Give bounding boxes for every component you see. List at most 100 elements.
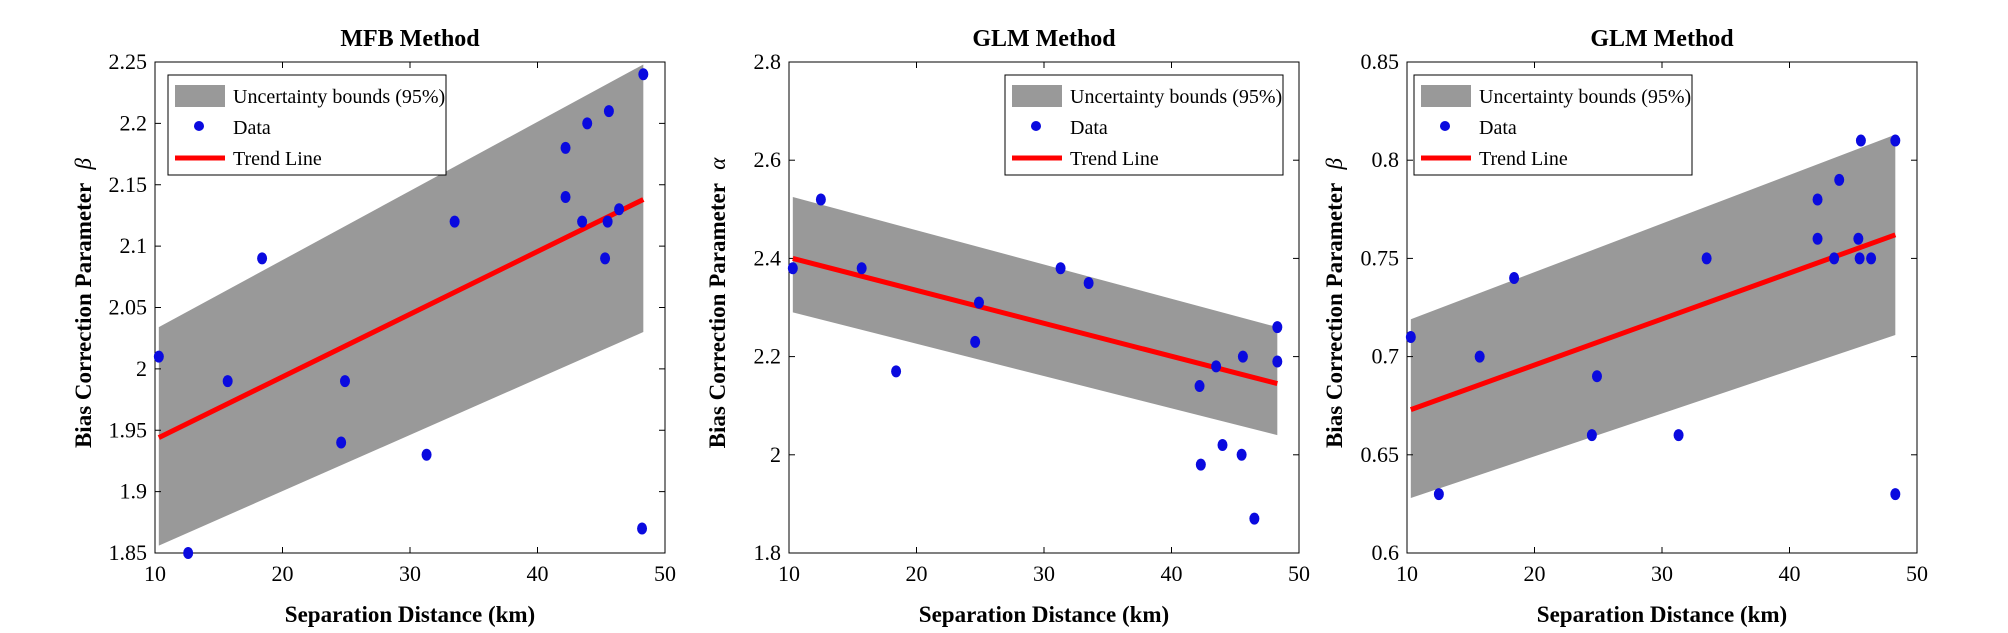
y-axis-label-symbol: α [705, 157, 730, 170]
data-point [1509, 272, 1520, 285]
data-point [1195, 458, 1206, 471]
chart-title: GLM Method [1590, 26, 1734, 52]
legend-data-marker [1031, 121, 1041, 131]
y-axis-label-symbol: β [1322, 157, 1347, 170]
legend-band-swatch [1421, 85, 1471, 107]
y-tick-label: 1.8 [754, 540, 782, 565]
legend-entry-trend: Trend Line [1479, 148, 1568, 170]
data-point [891, 365, 902, 378]
legend-entry-band: Uncertainty bounds (95%) [1479, 86, 1691, 108]
y-tick-label: 0.75 [1361, 245, 1400, 270]
data-point [183, 547, 194, 559]
data-point [1586, 429, 1597, 442]
plot-area: 10 20 30 40 50 1.85 1.9 1.95 2 2.05 2.1 2.15 2.2 2.25 [109, 49, 677, 586]
y-tick-label: 2.25 [109, 49, 148, 74]
x-tick-label: 20 [1524, 561, 1546, 586]
legend-entry-band: Uncertainty bounds (95%) [233, 86, 445, 108]
chart-title: MFB Method [340, 26, 480, 52]
data-point [614, 203, 625, 216]
y-tick-label: 2.8 [754, 49, 782, 74]
data-point [336, 436, 347, 449]
legend-band-swatch [175, 85, 225, 107]
y-tick-label: 1.9 [120, 479, 148, 504]
data-point [638, 68, 649, 81]
y-axis-label-text: Bias Correction Parameter [705, 183, 730, 448]
legend: Uncertainty bounds (95%) Data Trend Line [167, 74, 447, 176]
chart-title: GLM Method [972, 26, 1116, 52]
legend-entry-data: Data [1070, 117, 1108, 139]
x-tick-label: 10 [778, 561, 800, 586]
y-axis-label: Bias Correction Parameter β [1322, 157, 1347, 448]
data-point [1211, 360, 1222, 373]
data-point [1194, 380, 1205, 393]
chart-panel-glm-beta: GLM Method 10 20 30 40 50 0.6 0.65 0.7 0.75 0.8 0.… [1322, 26, 1928, 627]
uncertainty-band [1410, 134, 1896, 499]
y-tick-label: 0.85 [1361, 49, 1400, 74]
y-axis-label: Bias Correction Parameter α [705, 157, 730, 449]
data-point [1853, 232, 1864, 245]
y-tick-label: 1.95 [109, 417, 148, 442]
chart-panel-mfb-beta: MFB Method 10 20 30 40 50 1.85 1.9 1.95 2 2.05 2.1… [71, 26, 676, 627]
x-tick-label: 30 [1651, 561, 1673, 586]
legend: Uncertainty bounds (95%) Data Trend Line [1413, 74, 1693, 176]
data-point [153, 350, 164, 363]
data-point [1866, 252, 1877, 265]
x-tick-label: 30 [1033, 561, 1055, 586]
data-point [1405, 330, 1416, 343]
plot-area: 10 20 30 40 50 1.8 2 2.2 2.4 2.6 2.8 [754, 49, 1311, 586]
data-point [970, 335, 981, 348]
legend-entry-trend: Trend Line [1070, 148, 1159, 170]
data-point [1272, 355, 1283, 368]
x-axis-label: Separation Distance (km) [285, 602, 535, 627]
trend-line [157, 197, 645, 440]
chart-panel-glm-alpha: GLM Method 10 20 30 40 50 1.8 2 2.2 2.4 2.6 2.8 Se… [705, 26, 1310, 627]
data-point [1834, 173, 1845, 186]
y-tick-label: 2 [770, 442, 781, 467]
data-point [856, 262, 867, 275]
x-tick-label: 40 [527, 561, 549, 586]
x-tick-label: 20 [906, 561, 928, 586]
data-point [1249, 512, 1260, 525]
data-point [582, 117, 593, 130]
data-point [1217, 438, 1228, 451]
x-tick-label: 10 [1396, 561, 1418, 586]
legend-band-swatch [1012, 85, 1062, 107]
data-point [1854, 252, 1865, 265]
data-point [421, 448, 432, 461]
x-tick-label: 10 [144, 561, 166, 586]
x-tick-label: 30 [399, 561, 421, 586]
x-tick-label: 40 [1779, 561, 1801, 586]
legend-data-marker [1440, 121, 1450, 131]
uncertainty-band [792, 197, 1278, 436]
x-tick-label: 20 [272, 561, 294, 586]
legend-entry-data: Data [1479, 117, 1517, 139]
data-point [449, 215, 460, 228]
x-axis-label: Separation Distance (km) [919, 602, 1169, 627]
data-point [973, 296, 984, 309]
trend-line [1409, 232, 1897, 412]
data-point [1812, 193, 1823, 206]
data-point [600, 252, 611, 265]
data-point [1272, 321, 1283, 334]
data-point [1083, 276, 1094, 289]
y-axis-label-symbol: β [71, 157, 96, 170]
x-tick-label: 50 [1288, 561, 1310, 586]
data-point [560, 141, 571, 154]
y-tick-label: 1.85 [109, 540, 148, 565]
y-tick-label: 0.65 [1361, 442, 1400, 467]
y-tick-label: 2 [136, 356, 147, 381]
y-tick-label: 0.6 [1372, 540, 1400, 565]
data-point [1474, 350, 1485, 363]
legend-entry-trend: Trend Line [233, 148, 322, 170]
y-tick-label: 2.05 [109, 295, 148, 320]
plot-area: 10 20 30 40 50 0.6 0.65 0.7 0.75 0.8 0.85 [1361, 49, 1929, 586]
data-point [1890, 488, 1901, 501]
data-point [1591, 370, 1602, 383]
legend-data-marker [194, 121, 204, 131]
data-point [1055, 262, 1066, 275]
data-point [1433, 488, 1444, 501]
y-tick-label: 2.1 [120, 233, 148, 258]
y-tick-label: 2.15 [109, 172, 148, 197]
y-tick-label: 2.4 [754, 245, 782, 270]
